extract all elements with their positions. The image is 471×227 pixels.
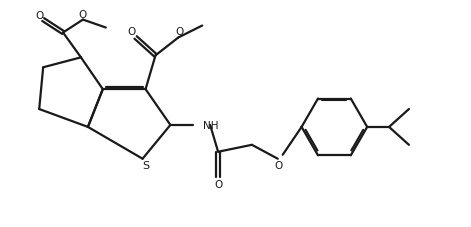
- Text: O: O: [175, 27, 184, 37]
- Text: O: O: [214, 179, 222, 189]
- Text: O: O: [275, 160, 283, 170]
- Text: O: O: [128, 27, 136, 37]
- Text: NH: NH: [203, 120, 219, 130]
- Text: S: S: [142, 160, 149, 170]
- Text: O: O: [79, 10, 87, 20]
- Text: O: O: [35, 11, 43, 20]
